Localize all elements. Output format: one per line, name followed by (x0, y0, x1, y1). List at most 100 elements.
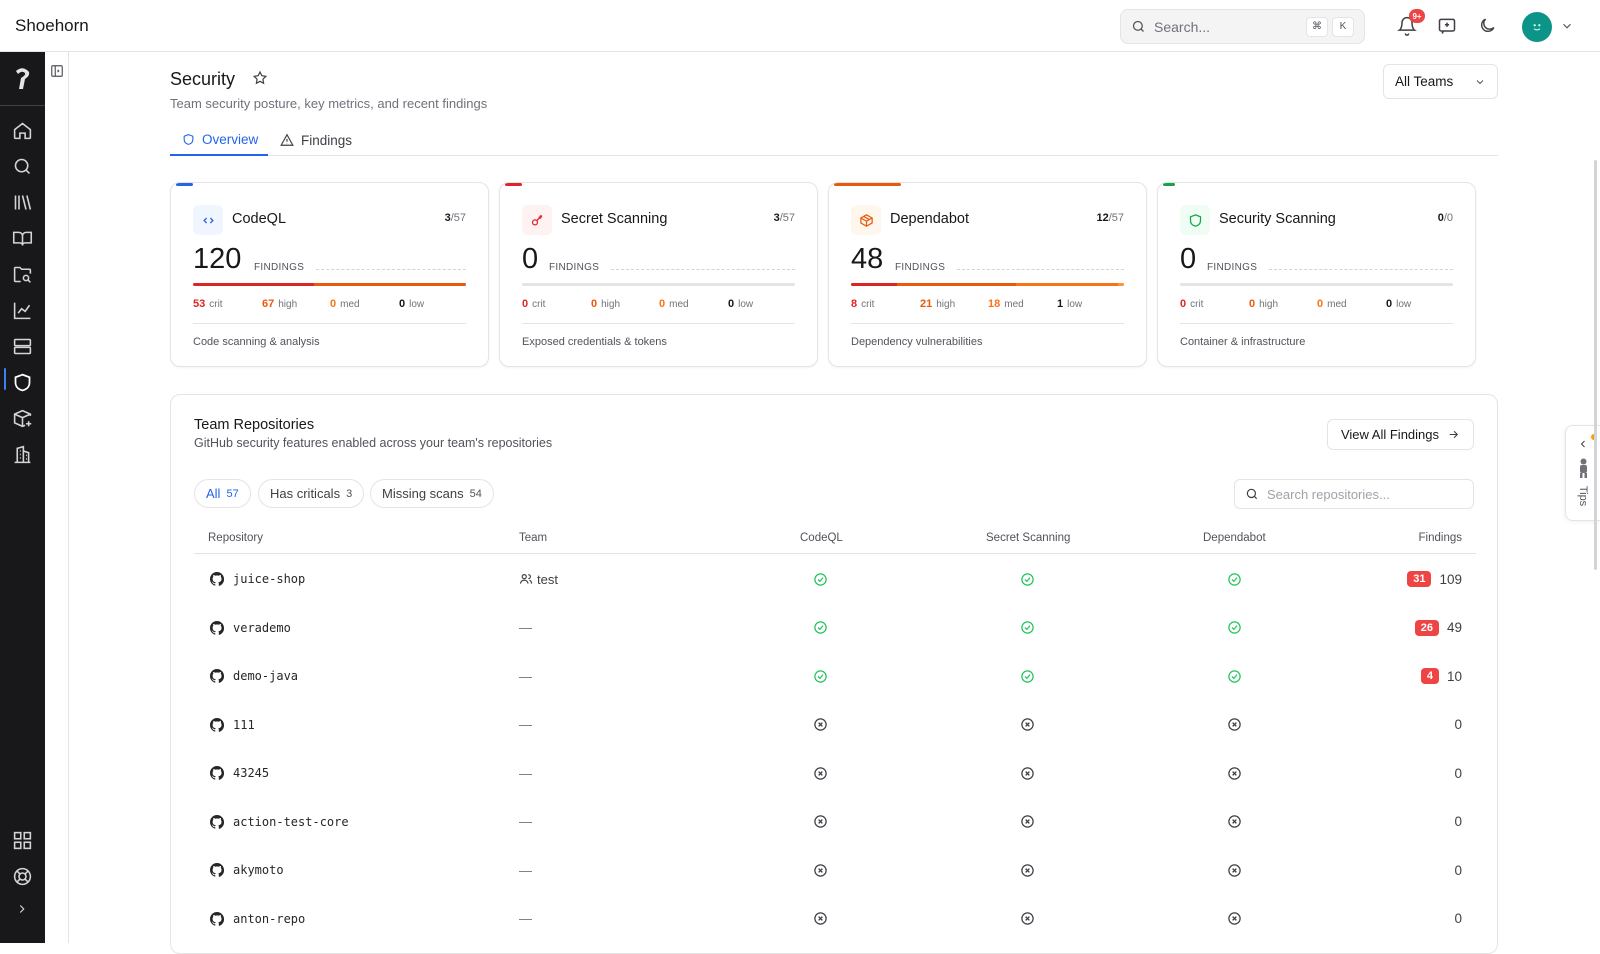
tab-overview[interactable]: Overview (170, 124, 268, 156)
notification-badge: 9+ (1409, 9, 1425, 23)
moon-icon[interactable] (1478, 16, 1498, 36)
repo-name: anton-repo (233, 911, 306, 926)
team-filter-select[interactable]: All Teams (1383, 64, 1498, 99)
grid-icon[interactable] (12, 830, 33, 851)
card-findings-label: FINDINGS (254, 262, 305, 273)
docs-icon[interactable] (12, 228, 33, 249)
column-team[interactable]: Team (519, 532, 548, 544)
tab-findings[interactable]: Findings (278, 124, 358, 156)
severity-bar-crit (193, 283, 314, 286)
repo-cell[interactable]: anton-repo (209, 895, 305, 944)
help-icon[interactable] (12, 866, 33, 887)
table-row[interactable]: demo-java — 4 10 (194, 652, 1476, 701)
users-icon (519, 574, 533, 584)
key-icon (531, 214, 542, 225)
card-divider (1180, 323, 1453, 324)
codeql-status (813, 604, 828, 653)
x-circle-icon (1021, 815, 1034, 828)
chevron-right-icon[interactable] (15, 902, 29, 916)
table-row[interactable]: 43245 — 0 (194, 749, 1476, 798)
logo-icon[interactable] (14, 67, 31, 91)
repo-cell[interactable]: juice-shop (209, 555, 305, 604)
table-row[interactable]: akymoto — 0 (194, 846, 1476, 895)
chevron-down-icon[interactable] (1560, 19, 1574, 33)
coverage-strip (1163, 183, 1175, 186)
view-all-findings-button[interactable]: View All Findings (1327, 419, 1474, 450)
table-row[interactable]: action-test-core — 0 (194, 798, 1476, 847)
search-icon[interactable] (12, 156, 33, 177)
secret-scanning-status (1020, 798, 1035, 847)
folder-search-icon[interactable] (12, 264, 33, 285)
card-title: CodeQL (232, 211, 287, 227)
repo-cell[interactable]: demo-java (209, 652, 298, 701)
card-coverage: 12/57 (1096, 212, 1124, 224)
chevron-down-icon (1476, 79, 1484, 84)
filter-chip-all[interactable]: All 57 (194, 479, 251, 508)
section-title: Team Repositories (194, 417, 315, 433)
repository-search-input[interactable]: Search repositories... (1234, 479, 1474, 509)
stat-crit-label: crit (209, 299, 223, 310)
security-card-dependabot[interactable]: Dependabot 12/57 48 FINDINGS 8 crit 21 high… (828, 182, 1147, 367)
shield-icon[interactable] (12, 372, 33, 393)
dependabot-status (1227, 846, 1242, 895)
coverage-strip (834, 183, 901, 186)
smile-icon (1533, 24, 1541, 31)
server-icon[interactable] (12, 336, 33, 357)
repo-cell[interactable]: 111 (209, 701, 255, 750)
library-icon[interactable] (12, 192, 33, 213)
stat-crit-label: crit (1190, 299, 1204, 310)
app-name[interactable]: Shoehorn (15, 16, 89, 35)
repo-name: 111 (233, 717, 255, 732)
column-findings[interactable]: Findings (1418, 532, 1462, 544)
column-dependabot[interactable]: Dependabot (1203, 532, 1266, 544)
team-cell: — (519, 798, 532, 847)
home-icon[interactable] (12, 120, 33, 141)
severity-bar (851, 283, 1124, 286)
stat-crit-value: 0 (522, 298, 529, 310)
column-repository[interactable]: Repository (208, 532, 263, 544)
global-search[interactable]: Search... ⌘ K (1120, 9, 1365, 44)
filter-chip-has-criticals[interactable]: Has criticals 3 (258, 479, 365, 508)
star-icon[interactable] (252, 70, 268, 86)
repo-cell[interactable]: akymoto (209, 846, 284, 895)
table-row[interactable]: 111 — 0 (194, 701, 1476, 750)
column-secret-scanning[interactable]: Secret Scanning (986, 532, 1071, 544)
building-icon[interactable] (12, 444, 33, 465)
card-findings-count: 0 (1180, 243, 1197, 275)
dependabot-status (1227, 701, 1242, 750)
page-scrollbar[interactable] (1594, 160, 1597, 570)
card-divider (522, 323, 795, 324)
stat-med-label: med (669, 299, 689, 310)
team-value[interactable]: test (537, 571, 558, 587)
security-card-secret-scanning[interactable]: Secret Scanning 3/57 0 FINDINGS 0 crit 0 hi… (499, 182, 818, 367)
bell-icon[interactable] (1397, 16, 1417, 36)
repo-cell[interactable]: verademo (209, 604, 291, 653)
table-row[interactable]: anton-repo — 0 (194, 895, 1476, 944)
feedback-icon[interactable] (1437, 16, 1457, 36)
panel-toggle-icon[interactable] (50, 64, 64, 78)
chart-icon[interactable] (12, 300, 33, 321)
filter-chip-missing-scans[interactable]: Missing scans 54 (370, 479, 494, 508)
security-card-security-scanning[interactable]: Security Scanning 0/0 0 FINDINGS 0 crit 0 h… (1157, 182, 1476, 367)
shortcut-key-k: K (1332, 16, 1354, 37)
security-card-codeql[interactable]: CodeQL 3/57 120 FINDINGS 53 crit 67 high 0 me… (170, 182, 489, 367)
github-icon (210, 863, 225, 878)
card-coverage: 3/57 (445, 212, 466, 224)
team-value: — (519, 620, 532, 636)
x-circle-icon (1021, 864, 1034, 877)
table-row[interactable]: verademo — 26 49 (194, 604, 1476, 653)
card-enabled-count: 0 (1437, 212, 1444, 224)
card-divider (851, 323, 1124, 324)
codeql-status (813, 895, 828, 944)
github-icon (210, 717, 225, 732)
column-codeql[interactable]: CodeQL (800, 532, 843, 544)
dependabot-status (1227, 749, 1242, 798)
team-cell: — (519, 895, 532, 944)
repo-cell[interactable]: 43245 (209, 749, 269, 798)
repo-cell[interactable]: action-test-core (209, 798, 349, 847)
card-findings-label: FINDINGS (549, 262, 600, 273)
team-value: — (519, 862, 532, 878)
package-plus-icon[interactable] (12, 408, 33, 429)
table-row[interactable]: juice-shop test 31 109 (194, 555, 1476, 604)
avatar[interactable] (1522, 12, 1552, 42)
